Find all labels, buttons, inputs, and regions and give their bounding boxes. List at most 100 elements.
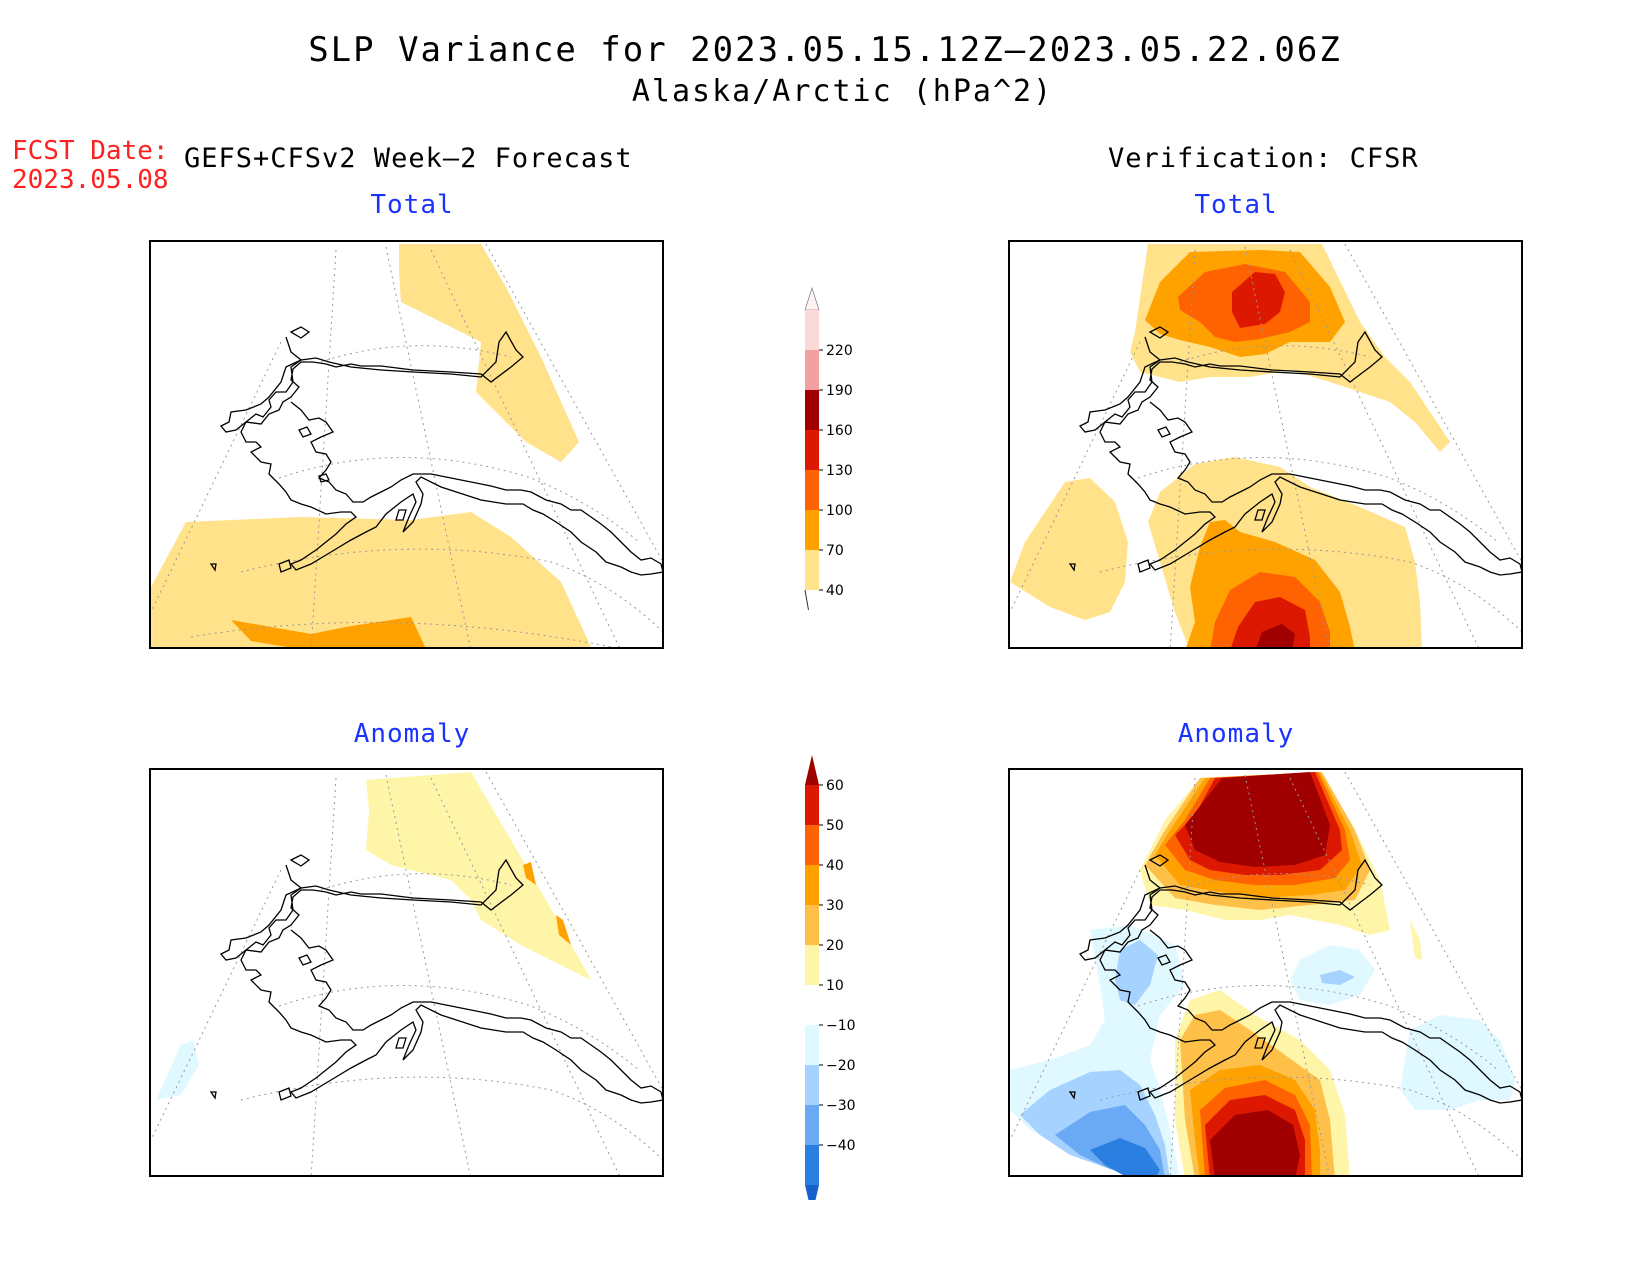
graticule-line <box>1289 249 1479 647</box>
graticule-line <box>320 345 512 363</box>
colorbar-swatch <box>805 945 819 985</box>
graticule-line <box>1137 985 1499 1071</box>
graticule-line <box>1179 345 1371 363</box>
island <box>289 854 311 867</box>
graticule-line <box>320 873 512 891</box>
graticule-line <box>1099 1076 1521 1160</box>
island <box>1137 559 1151 573</box>
coastline-alaska <box>244 858 524 953</box>
island <box>1068 1091 1076 1100</box>
graticule-line <box>310 249 337 647</box>
colorbar-swatch <box>805 825 819 865</box>
colorbar-label: −40 <box>826 1138 856 1154</box>
anomaly-shading <box>1410 920 1422 960</box>
verification-total-title: Total <box>1194 190 1278 220</box>
colorbar-label: 60 <box>826 778 844 794</box>
colorbar-label: 40 <box>826 858 844 874</box>
forecast-anomaly-map <box>149 768 664 1177</box>
island <box>1157 426 1171 438</box>
colorbar-swatch <box>805 1065 819 1105</box>
island <box>209 563 217 572</box>
variance-shading <box>399 244 579 462</box>
island <box>395 1037 407 1049</box>
island <box>298 954 312 966</box>
coastline-chukotka <box>219 336 303 433</box>
graticule-line <box>1099 548 1521 632</box>
forecast-total-title: Total <box>370 190 454 220</box>
colorbar-swatch <box>805 510 819 550</box>
variance-shading <box>1010 478 1128 620</box>
colorbar-swatch <box>805 350 819 390</box>
graticule-line <box>190 621 614 647</box>
colorbar-swatch <box>805 310 819 350</box>
graticule-line <box>151 341 282 613</box>
colorbar-top-arrow <box>804 287 820 311</box>
colorbar-top-arrow <box>805 755 819 785</box>
map-subtitle: Alaska/Arctic (hPa^2) <box>631 74 1054 109</box>
graticule-line <box>1169 777 1196 1175</box>
island <box>289 326 311 339</box>
graticule-line <box>485 771 662 1090</box>
anomaly-shading <box>1115 940 1158 1005</box>
anomaly-shading <box>1400 1015 1515 1110</box>
colorbar-label: 20 <box>826 938 844 954</box>
colorbar-label: 190 <box>826 383 853 399</box>
graticule-line <box>430 777 620 1175</box>
anomaly-shading <box>1090 1138 1160 1175</box>
colorbar-label: 220 <box>826 343 853 359</box>
graticule-line <box>1010 341 1141 613</box>
colorbar-swatch <box>805 865 819 905</box>
graticule-line <box>1137 457 1499 543</box>
colorbar-swatch <box>805 470 819 510</box>
coastline-west <box>1099 929 1521 1104</box>
verification-total-map <box>1008 240 1523 649</box>
forecast-column-heading: GEFS+CFSv2 Week–2 Forecast <box>184 143 633 174</box>
island <box>395 509 407 521</box>
colorbar-label: 30 <box>826 898 844 914</box>
verification-anomaly-title: Anomaly <box>1177 719 1295 749</box>
variance-shading <box>231 617 426 647</box>
colorbar-label: −20 <box>826 1058 856 1074</box>
colorbar-swatch <box>805 1105 819 1145</box>
colorbar-label: −30 <box>826 1098 856 1114</box>
colorbar-label: 50 <box>826 818 844 834</box>
colorbar-swatch <box>805 390 819 430</box>
colorbar-swatch <box>805 1145 819 1185</box>
forecast-date-value: 2023.05.08 <box>12 165 169 195</box>
colorbar-label: 130 <box>826 463 853 479</box>
coastline-chukotka <box>1078 864 1162 961</box>
coastline-alaska <box>244 330 524 425</box>
graticule-line <box>1169 249 1196 647</box>
colorbar-swatch <box>805 905 819 945</box>
variance-shading <box>151 512 591 647</box>
forecast-total-map <box>149 240 664 649</box>
graticule-line <box>278 985 640 1071</box>
colorbar-label: 10 <box>826 978 844 994</box>
island <box>278 1087 292 1101</box>
island <box>1157 954 1171 966</box>
anomaly-shading <box>1320 970 1355 985</box>
map-title: SLP Variance for 2023.05.15.12Z–2023.05.… <box>308 30 1342 70</box>
graticule-line <box>240 548 662 632</box>
colorbar-anomaly: 60 50 40 30 20 10 −10 −20 −30 −40 <box>805 755 856 1200</box>
colorbar-swatch <box>805 985 819 1025</box>
variance-shading <box>1232 272 1285 328</box>
island <box>298 426 312 438</box>
colorbar-total: 220 190 160 130 100 70 40 <box>804 287 853 610</box>
coastline-alaska <box>1103 330 1383 425</box>
graticule-line <box>278 457 640 543</box>
colorbar-bottom-arrow <box>805 1185 819 1200</box>
graticule-line <box>240 1076 662 1160</box>
coastline-alaska <box>1103 858 1383 953</box>
variance-shading <box>1256 624 1295 647</box>
graticule-line <box>1010 869 1141 1141</box>
graticule-line <box>1344 243 1521 562</box>
colorbar-bottom-arrow <box>804 589 810 610</box>
graticule-line <box>485 243 662 562</box>
coastline-west <box>240 401 662 576</box>
island <box>1068 563 1076 572</box>
forecast-anomaly-title: Anomaly <box>353 719 471 749</box>
anomaly-shading <box>523 862 536 885</box>
island <box>209 1091 217 1100</box>
colorbar-label: 70 <box>826 543 844 559</box>
